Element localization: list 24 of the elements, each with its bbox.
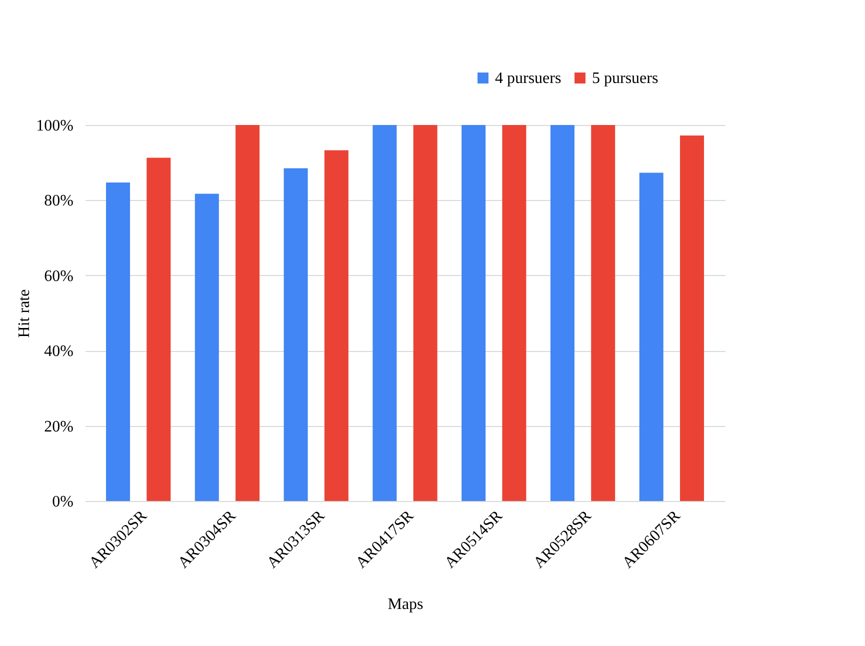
bar xyxy=(550,125,574,501)
y-tick-label: 60% xyxy=(44,268,74,285)
y-tick-label: 100% xyxy=(36,118,74,134)
bar xyxy=(236,125,260,501)
y-tick-label: 0% xyxy=(52,494,74,510)
y-axis-title: Hit rate xyxy=(16,289,34,338)
bar xyxy=(194,194,219,501)
bar xyxy=(284,168,308,501)
y-tick-label: 80% xyxy=(44,192,74,210)
y-tick-label: 40% xyxy=(44,343,74,360)
bar xyxy=(146,158,171,501)
bar xyxy=(639,172,664,501)
y-tick-label: 20% xyxy=(44,418,74,436)
bar xyxy=(502,125,526,501)
bar xyxy=(324,150,348,501)
bar xyxy=(372,125,397,501)
bar xyxy=(591,125,616,501)
bar xyxy=(680,136,704,501)
bar xyxy=(106,182,130,501)
legend-label: 4 pursuers xyxy=(495,70,562,87)
x-axis-title: Maps xyxy=(388,596,424,613)
bar xyxy=(462,125,486,501)
bar xyxy=(413,125,438,501)
legend-label: 5 pursuers xyxy=(592,70,658,87)
